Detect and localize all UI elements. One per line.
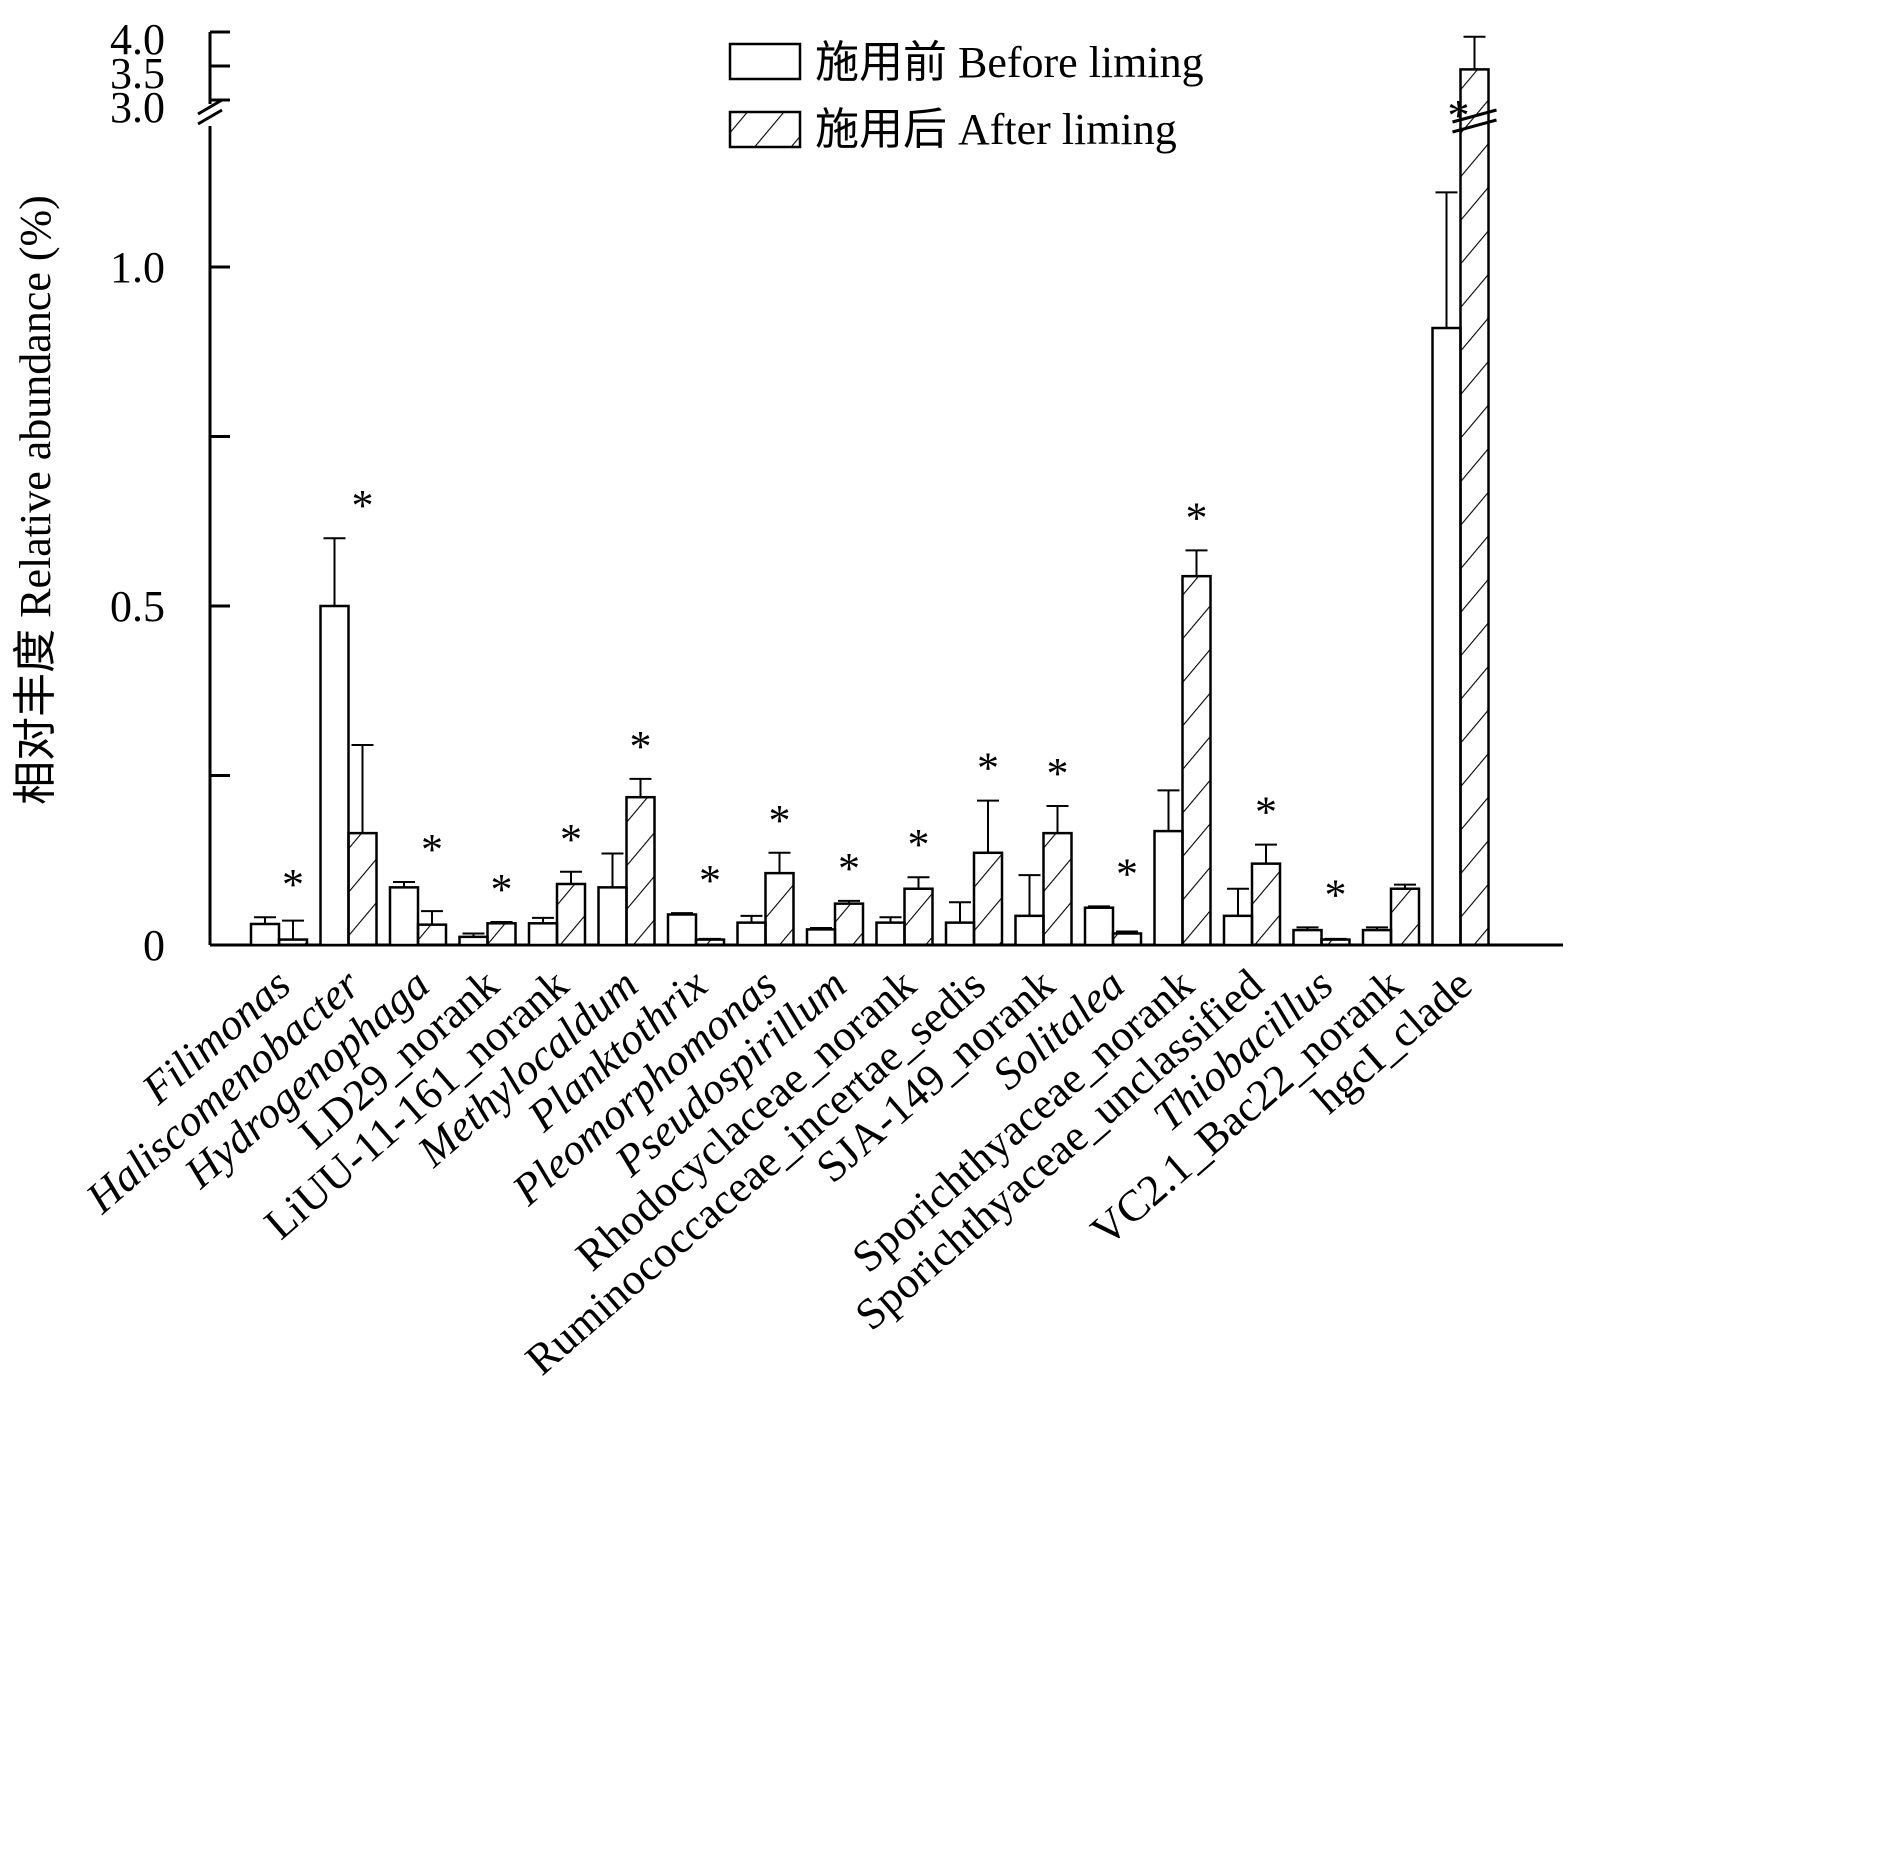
bar-before: [1083, 906, 1115, 947]
bar-before: [666, 913, 698, 947]
bar-after: [625, 795, 656, 947]
bar-after: [555, 882, 587, 947]
bars: [249, 68, 1490, 947]
significance-star: *: [421, 825, 443, 874]
bar-before: [319, 604, 350, 947]
legend-label-after: 施用后 After liming: [815, 105, 1177, 154]
bar-after: [486, 922, 517, 947]
y-axis-label: 相对丰度 Relative abundance (%): [11, 195, 60, 805]
bar-after: [694, 938, 726, 947]
significance-star: *: [352, 481, 374, 530]
bar-after: [833, 902, 865, 947]
bar-before: [1153, 829, 1184, 947]
error-bars: [254, 35, 1486, 940]
significance-star: *: [560, 815, 582, 864]
bar-before: [1431, 326, 1462, 947]
significance-star: *: [1186, 493, 1208, 542]
y-tick-label: 0: [143, 921, 165, 970]
bar-after: [903, 887, 934, 947]
legend: 施用前 Before liming 施用后 After liming: [728, 38, 1204, 154]
bar-before: [1292, 928, 1323, 947]
bar-before: [527, 922, 559, 947]
significance-star: *: [1255, 788, 1277, 837]
significance-star: *: [1116, 849, 1138, 898]
x-tick-labels: FilimonasHaliscomenobacterHydrogenophaga…: [76, 959, 1481, 1384]
bar-after: [1250, 862, 1282, 947]
y-tick-label: 4.0: [110, 15, 165, 64]
bar-after: [1459, 68, 1490, 947]
bar-after: [277, 938, 309, 947]
bar-before: [736, 921, 767, 947]
bar-after: [1181, 574, 1212, 947]
significance-star: *: [1325, 870, 1347, 919]
bar-before: [1222, 914, 1254, 947]
y-tick-label: 1.0: [110, 243, 165, 292]
significance-star: *: [1047, 749, 1069, 798]
significance-star: *: [977, 744, 999, 793]
legend-label-before: 施用前 Before liming: [815, 38, 1204, 87]
significance-star: *: [1448, 91, 1470, 140]
bar-before: [249, 922, 281, 947]
bar-before: [944, 921, 976, 947]
bar-after: [416, 923, 448, 947]
significance-markers: * * * * * * * * * * * * * * * * *: [282, 91, 1470, 919]
bar-before: [388, 886, 420, 947]
y-tick-label: 3.5: [110, 49, 165, 98]
legend-swatch-after: [728, 110, 802, 149]
bar-after: [972, 851, 1004, 947]
significance-star: *: [699, 856, 721, 905]
bar-after: [1320, 938, 1351, 947]
y-axis-break-mark: [197, 98, 223, 116]
axes: 0 0.5 1.0 3.03.54.0: [110, 15, 1563, 970]
significance-star: *: [282, 860, 304, 909]
bar-before: [1014, 914, 1045, 947]
bar-after: [764, 871, 795, 947]
y-tick-label: 3.0: [110, 83, 165, 132]
bar-before: [805, 928, 837, 947]
y-tick-label: 0.5: [110, 582, 165, 631]
bar-after: [347, 831, 378, 947]
bar-after: [1389, 887, 1421, 947]
significance-star: *: [630, 722, 652, 771]
bar-before: [1361, 928, 1393, 947]
significance-star: *: [491, 865, 513, 914]
significance-star: *: [908, 820, 930, 869]
bar-after: [1042, 831, 1073, 947]
significance-star: *: [838, 844, 860, 893]
bar-chart: 0 0.5 1.0 3.03.54.0 * * * * * * * * * * * * * * * * * Filim…: [11, 15, 1563, 1384]
legend-swatch-before: [728, 42, 802, 81]
bar-after: [1111, 932, 1143, 947]
bar-before: [597, 886, 628, 947]
bar-before: [875, 921, 906, 947]
significance-star: *: [769, 796, 791, 845]
bar-before: [458, 935, 489, 947]
y-axis-break-mark: [197, 108, 223, 126]
